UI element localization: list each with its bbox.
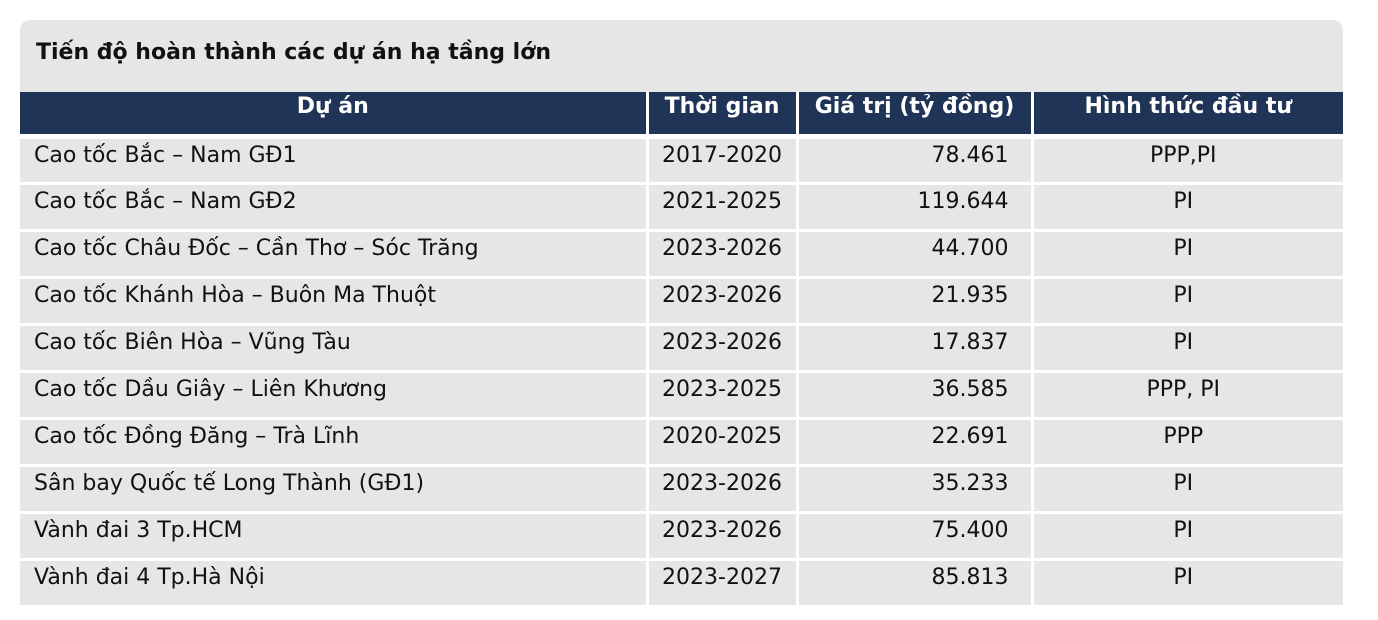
cell-project: Cao tốc Khánh Hòa – Buôn Ma Thuột: [20, 275, 649, 326]
header-time: Thời gian: [645, 92, 799, 136]
header-value: Giá trị (tỷ đồng): [795, 92, 1034, 136]
cell-investment-form: PI: [1030, 463, 1343, 514]
cell-project: Vành đai 4 Tp.Hà Nội: [20, 557, 649, 608]
table-row: Cao tốc Dầu Giây – Liên Khương 2023-2025…: [20, 369, 1343, 420]
table-row: Cao tốc Bắc – Nam GĐ2 2021-2025 119.644 …: [20, 181, 1343, 232]
cell-project: Cao tốc Dầu Giây – Liên Khương: [20, 369, 649, 420]
cell-time: 2023-2026: [645, 322, 799, 373]
cell-project: Cao tốc Bắc – Nam GĐ1: [20, 133, 649, 185]
cell-value: 75.400: [795, 510, 1034, 561]
cell-value: 85.813: [795, 557, 1034, 608]
cell-investment-form: PPP, PI: [1030, 369, 1343, 420]
table-row: Sân bay Quốc tế Long Thành (GĐ1) 2023-20…: [20, 463, 1343, 514]
cell-project: Sân bay Quốc tế Long Thành (GĐ1): [20, 463, 649, 514]
cell-time: 2023-2026: [645, 275, 799, 326]
cell-time: 2023-2025: [645, 369, 799, 420]
table-row: Vành đai 3 Tp.HCM 2023-2026 75.400 PI: [20, 510, 1343, 561]
cell-value: 78.461: [795, 133, 1034, 185]
table-row: Vành đai 4 Tp.Hà Nội 2023-2027 85.813 PI: [20, 557, 1343, 608]
header-investment-form: Hình thức đầu tư: [1030, 92, 1343, 136]
cell-time: 2023-2027: [645, 557, 799, 608]
table-header-row: Dự án Thời gian Giá trị (tỷ đồng) Hình t…: [20, 92, 1343, 136]
cell-project: Cao tốc Bắc – Nam GĐ2: [20, 181, 649, 232]
infrastructure-table-panel: Tiến độ hoàn thành các dự án hạ tầng lớn…: [20, 20, 1343, 608]
table-row: Cao tốc Châu Đốc – Cần Thơ – Sóc Trăng 2…: [20, 228, 1343, 279]
cell-investment-form: PI: [1030, 322, 1343, 373]
cell-time: 2023-2026: [645, 228, 799, 279]
cell-investment-form: PI: [1030, 510, 1343, 561]
cell-value: 22.691: [795, 416, 1034, 467]
table-row: Cao tốc Khánh Hòa – Buôn Ma Thuột 2023-2…: [20, 275, 1343, 326]
cell-project: Cao tốc Biên Hòa – Vũng Tàu: [20, 322, 649, 373]
cell-investment-form: PI: [1030, 275, 1343, 326]
projects-table: Dự án Thời gian Giá trị (tỷ đồng) Hình t…: [20, 92, 1343, 608]
cell-time: 2023-2026: [645, 463, 799, 514]
cell-value: 36.585: [795, 369, 1034, 420]
cell-investment-form: PI: [1030, 557, 1343, 608]
cell-time: 2017-2020: [645, 133, 799, 185]
table-row: Cao tốc Bắc – Nam GĐ1 2017-2020 78.461 P…: [20, 133, 1343, 185]
cell-time: 2023-2026: [645, 510, 799, 561]
table-title: Tiến độ hoàn thành các dự án hạ tầng lớn: [20, 20, 1343, 92]
cell-value: 44.700: [795, 228, 1034, 279]
table-row: Cao tốc Đồng Đăng – Trà Lĩnh 2020-2025 2…: [20, 416, 1343, 467]
cell-time: 2021-2025: [645, 181, 799, 232]
table-row: Cao tốc Biên Hòa – Vũng Tàu 2023-2026 17…: [20, 322, 1343, 373]
cell-value: 17.837: [795, 322, 1034, 373]
cell-value: 119.644: [795, 181, 1034, 232]
cell-project: Vành đai 3 Tp.HCM: [20, 510, 649, 561]
cell-investment-form: PPP,PI: [1030, 133, 1343, 185]
cell-investment-form: PPP: [1030, 416, 1343, 467]
cell-project: Cao tốc Châu Đốc – Cần Thơ – Sóc Trăng: [20, 228, 649, 279]
cell-project: Cao tốc Đồng Đăng – Trà Lĩnh: [20, 416, 649, 467]
header-project: Dự án: [20, 92, 649, 136]
cell-value: 21.935: [795, 275, 1034, 326]
cell-investment-form: PI: [1030, 181, 1343, 232]
cell-investment-form: PI: [1030, 228, 1343, 279]
cell-time: 2020-2025: [645, 416, 799, 467]
cell-value: 35.233: [795, 463, 1034, 514]
